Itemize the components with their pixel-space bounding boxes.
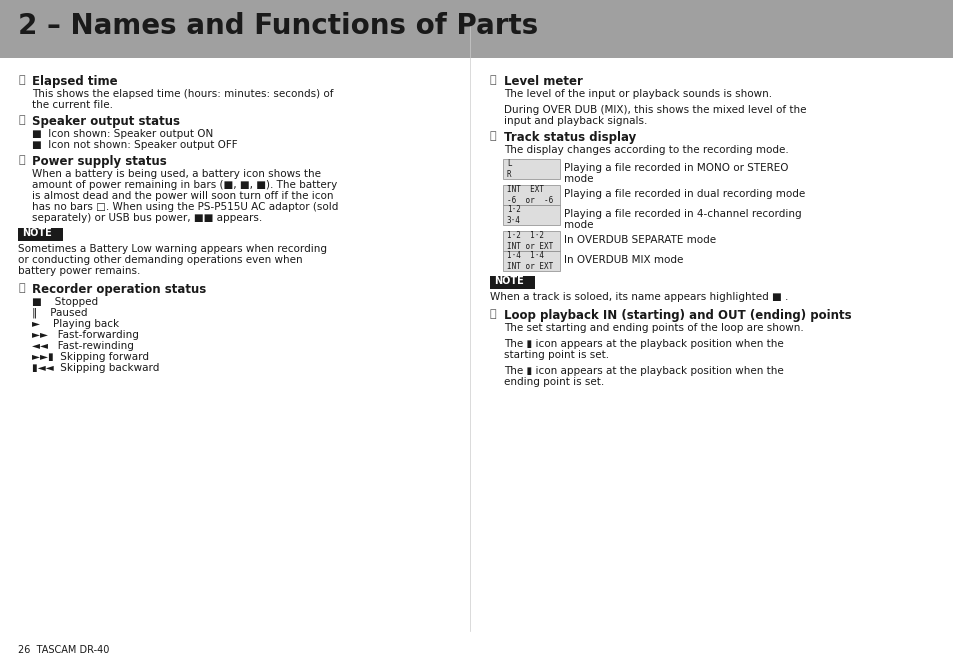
Text: starting point is set.: starting point is set. — [503, 350, 608, 360]
Text: mode: mode — [563, 220, 593, 230]
Text: 1·2
3·4: 1·2 3·4 — [506, 205, 520, 225]
Text: ■  Icon shown: Speaker output ON: ■ Icon shown: Speaker output ON — [32, 129, 213, 139]
Text: Track status display: Track status display — [503, 131, 636, 144]
Text: Playing a file recorded in 4-channel recording: Playing a file recorded in 4-channel rec… — [563, 209, 801, 219]
Text: ⓩ: ⓩ — [490, 309, 497, 319]
Text: has no bars □. When using the PS-P515U AC adaptor (sold: has no bars □. When using the PS-P515U A… — [32, 202, 338, 212]
Text: Loop playback IN (starting) and OUT (ending) points: Loop playback IN (starting) and OUT (end… — [503, 309, 851, 322]
Text: In OVERDUB SEPARATE mode: In OVERDUB SEPARATE mode — [563, 235, 716, 245]
Text: The display changes according to the recording mode.: The display changes according to the rec… — [503, 145, 788, 155]
Text: 1·2  1·2
INT or EXT: 1·2 1·2 INT or EXT — [506, 231, 553, 251]
Text: Elapsed time: Elapsed time — [32, 75, 117, 88]
Text: ⓥ: ⓥ — [18, 155, 25, 165]
Text: Recorder operation status: Recorder operation status — [32, 283, 206, 296]
Text: ◄◄   Fast-rewinding: ◄◄ Fast-rewinding — [32, 341, 133, 351]
Text: ■    Stopped: ■ Stopped — [32, 297, 98, 307]
FancyBboxPatch shape — [490, 276, 535, 289]
Text: or conducting other demanding operations even when: or conducting other demanding operations… — [18, 255, 302, 265]
FancyBboxPatch shape — [502, 205, 559, 225]
Text: In OVERDUB MIX mode: In OVERDUB MIX mode — [563, 255, 682, 265]
FancyBboxPatch shape — [502, 159, 559, 179]
Text: is almost dead and the power will soon turn off if the icon: is almost dead and the power will soon t… — [32, 191, 334, 201]
Text: This shows the elapsed time (hours: minutes: seconds) of: This shows the elapsed time (hours: minu… — [32, 89, 334, 99]
Text: 26  TASCAM DR-40: 26 TASCAM DR-40 — [18, 645, 110, 655]
Text: amount of power remaining in bars (■, ■, ■). The battery: amount of power remaining in bars (■, ■,… — [32, 180, 337, 190]
Text: Level meter: Level meter — [503, 75, 582, 88]
Text: During OVER DUB (MIX), this shows the mixed level of the: During OVER DUB (MIX), this shows the mi… — [503, 105, 805, 115]
FancyBboxPatch shape — [502, 251, 559, 271]
Text: separately) or USB bus power, ■■ appears.: separately) or USB bus power, ■■ appears… — [32, 213, 262, 223]
Text: When a battery is being used, a battery icon shows the: When a battery is being used, a battery … — [32, 169, 320, 179]
Text: Playing a file recorded in dual recording mode: Playing a file recorded in dual recordin… — [563, 189, 804, 199]
Text: The ▮ icon appears at the playback position when the: The ▮ icon appears at the playback posit… — [503, 366, 783, 376]
Text: Playing a file recorded in MONO or STEREO: Playing a file recorded in MONO or STERE… — [563, 163, 788, 173]
Text: 2 – Names and Functions of Parts: 2 – Names and Functions of Parts — [18, 12, 537, 40]
Text: When a track is soloed, its name appears highlighted ■ .: When a track is soloed, its name appears… — [490, 292, 787, 302]
FancyBboxPatch shape — [502, 185, 559, 205]
Text: ⓨ: ⓨ — [490, 131, 497, 141]
Text: ⓦ: ⓦ — [18, 283, 25, 293]
Text: ⓧ: ⓧ — [490, 75, 497, 85]
Text: L
R: L R — [506, 159, 511, 178]
Text: ‖    Paused: ‖ Paused — [32, 308, 88, 319]
Text: ■  Icon not shown: Speaker output OFF: ■ Icon not shown: Speaker output OFF — [32, 140, 237, 150]
Text: 1·4  1·4
INT or EXT: 1·4 1·4 INT or EXT — [506, 252, 553, 270]
Text: ►►   Fast-forwarding: ►► Fast-forwarding — [32, 330, 139, 340]
Text: mode: mode — [563, 174, 593, 184]
Text: ending point is set.: ending point is set. — [503, 377, 603, 387]
Text: Power supply status: Power supply status — [32, 155, 167, 168]
Text: INT  EXT
-6  or  -6: INT EXT -6 or -6 — [506, 185, 553, 205]
Text: The set starting and ending points of the loop are shown.: The set starting and ending points of th… — [503, 323, 803, 333]
Text: Speaker output status: Speaker output status — [32, 115, 180, 128]
Text: NOTE: NOTE — [494, 276, 523, 286]
Text: NOTE: NOTE — [22, 228, 51, 238]
FancyBboxPatch shape — [0, 0, 953, 58]
Text: battery power remains.: battery power remains. — [18, 266, 140, 276]
Text: the current file.: the current file. — [32, 100, 112, 110]
Text: The level of the input or playback sounds is shown.: The level of the input or playback sound… — [503, 89, 771, 99]
Text: ▮◄◄  Skipping backward: ▮◄◄ Skipping backward — [32, 363, 159, 373]
Text: ►►▮  Skipping forward: ►►▮ Skipping forward — [32, 352, 149, 362]
FancyBboxPatch shape — [18, 228, 63, 241]
Text: input and playback signals.: input and playback signals. — [503, 116, 647, 126]
Text: ►    Playing back: ► Playing back — [32, 319, 119, 329]
FancyBboxPatch shape — [502, 231, 559, 251]
Text: ⓣ: ⓣ — [18, 75, 25, 85]
Text: Sometimes a Battery Low warning appears when recording: Sometimes a Battery Low warning appears … — [18, 244, 327, 254]
Text: ⓤ: ⓤ — [18, 115, 25, 125]
Text: The ▮ icon appears at the playback position when the: The ▮ icon appears at the playback posit… — [503, 339, 783, 349]
